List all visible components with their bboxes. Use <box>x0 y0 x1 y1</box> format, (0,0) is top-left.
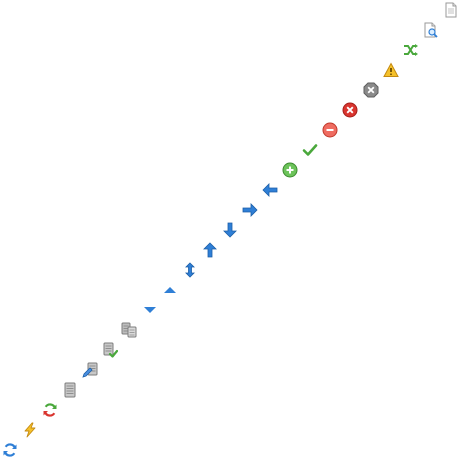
database-check-icon[interactable] <box>102 342 118 358</box>
refresh-icon[interactable] <box>2 442 18 458</box>
arrow-right-icon[interactable] <box>242 202 258 218</box>
warning-icon[interactable] <box>383 62 399 78</box>
arrow-left-icon[interactable] <box>262 182 278 198</box>
arrow-up-icon[interactable] <box>202 242 218 258</box>
plus-circle-icon[interactable] <box>282 162 298 178</box>
gray-close-icon[interactable] <box>363 82 379 98</box>
triangle-up-icon[interactable] <box>162 282 178 298</box>
page-search-icon[interactable] <box>423 22 439 38</box>
lightning-icon[interactable] <box>22 422 38 438</box>
checkmark-icon[interactable] <box>302 142 318 158</box>
database-edit-icon[interactable] <box>82 362 98 378</box>
arrow-up-down-icon[interactable] <box>182 262 198 278</box>
database-copy-icon[interactable] <box>121 322 137 338</box>
arrow-down-icon[interactable] <box>222 222 238 238</box>
database-icon[interactable] <box>62 382 78 398</box>
triangle-down-icon[interactable] <box>142 302 158 318</box>
minus-circle-icon[interactable] <box>322 122 338 138</box>
refresh-colored-icon[interactable] <box>42 402 58 418</box>
page-icon[interactable] <box>443 2 459 18</box>
red-close-icon[interactable] <box>342 102 358 118</box>
shuffle-icon[interactable] <box>403 42 419 58</box>
